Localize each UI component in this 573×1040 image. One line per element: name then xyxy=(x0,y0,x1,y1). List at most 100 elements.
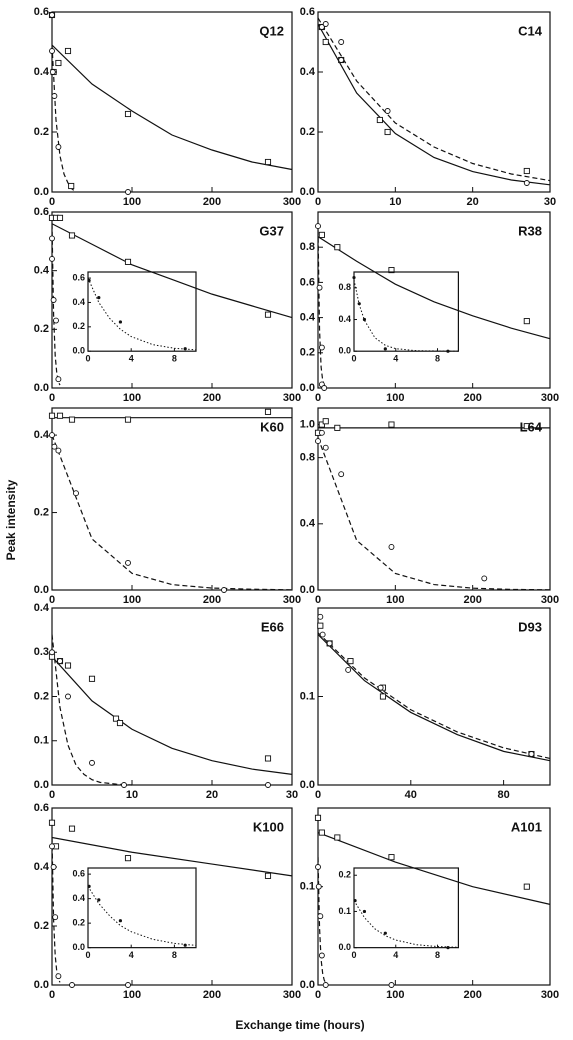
inset-frame xyxy=(87,271,197,352)
solid-fit-line xyxy=(318,634,551,762)
x-tick-label: 100 xyxy=(386,594,404,606)
y-tick-label: 0.2 xyxy=(72,918,85,928)
circle-point xyxy=(55,447,62,454)
y-tick-label: 0.1 xyxy=(34,735,49,747)
plot-area xyxy=(318,17,551,186)
x-tick-label: 0 xyxy=(351,354,356,364)
y-tick-label: 0.2 xyxy=(300,126,315,138)
x-tick-label: 0 xyxy=(315,989,321,1001)
dot-point xyxy=(446,349,450,353)
x-tick-label: 4 xyxy=(129,950,134,960)
square-point xyxy=(388,267,395,274)
x-tick-label: 40 xyxy=(405,789,417,801)
dot-point xyxy=(183,943,187,947)
square-point xyxy=(322,38,329,46)
x-tick-label: 200 xyxy=(203,196,221,208)
plot-area xyxy=(354,900,459,948)
dot-point xyxy=(383,347,387,351)
x-tick-label: 100 xyxy=(386,989,404,1001)
circle-point xyxy=(322,21,329,27)
x-tick-label: 0 xyxy=(49,789,55,801)
dot-point xyxy=(118,919,122,923)
y-tick-label: 0.1 xyxy=(300,881,315,893)
x-tick-label: 10 xyxy=(126,789,138,801)
y-tick-label: 0.2 xyxy=(34,506,49,518)
circle-point xyxy=(49,235,55,242)
square-point xyxy=(384,128,391,136)
circle-point xyxy=(50,297,57,303)
square-point xyxy=(124,110,132,118)
y-tick-label: 0.4 xyxy=(300,66,316,78)
y-tick-label: 0.2 xyxy=(34,920,49,932)
circle-point xyxy=(388,982,395,988)
square-point xyxy=(379,693,387,700)
x-tick-label: 20 xyxy=(467,196,479,208)
plot-frame xyxy=(51,407,293,591)
y-tick-label: 0.4 xyxy=(300,518,316,530)
x-tick-label: 0 xyxy=(85,950,90,960)
circle-point xyxy=(315,223,321,230)
x-tick-label: 8 xyxy=(435,354,440,364)
y-tick-label: 0.8 xyxy=(338,282,351,292)
square-point xyxy=(116,720,124,727)
circle-point xyxy=(318,952,325,959)
square-point xyxy=(48,412,56,419)
x-tick-label: 300 xyxy=(283,392,301,404)
x-tick-label: 10 xyxy=(389,196,401,208)
x-tick-label: 300 xyxy=(283,594,301,606)
x-tick-label: 0 xyxy=(351,950,356,960)
plot-area xyxy=(318,427,551,591)
circle-point xyxy=(377,684,384,691)
circle-point xyxy=(55,144,62,150)
dot-point xyxy=(352,275,356,280)
solid-fit-line xyxy=(52,836,293,877)
square-point xyxy=(88,675,96,682)
x-tick-label: 100 xyxy=(123,989,141,1001)
circle-point xyxy=(49,432,55,439)
circle-point xyxy=(125,559,131,566)
y-tick-label: 0.2 xyxy=(72,321,85,331)
y-tick-label: 0.0 xyxy=(338,346,351,356)
square-point xyxy=(124,416,132,423)
square-point xyxy=(318,231,325,238)
circle-point xyxy=(388,544,395,550)
circle-point xyxy=(55,376,62,383)
plot-area xyxy=(318,229,551,386)
dot-point xyxy=(97,898,101,902)
circle-point xyxy=(65,693,71,700)
y-tick-label: 0.4 xyxy=(34,861,50,873)
x-tick-label: 300 xyxy=(541,989,559,1001)
panel-label: C14 xyxy=(518,23,543,38)
x-tick-label: 8 xyxy=(172,354,177,364)
y-tick-label: 0.0 xyxy=(300,382,315,394)
inset-frame xyxy=(87,867,197,949)
x-tick-label: 0 xyxy=(49,392,55,404)
x-tick-label: 100 xyxy=(386,392,404,404)
dashed-fit-line xyxy=(318,857,327,984)
square-point xyxy=(56,214,64,221)
x-tick-label: 100 xyxy=(123,196,141,208)
x-tick-label: 20 xyxy=(206,789,218,801)
dot-point xyxy=(183,347,187,351)
square-point xyxy=(264,311,272,318)
y-tick-label: 0.0 xyxy=(300,979,315,991)
circle-point xyxy=(316,284,323,291)
x-tick-label: 200 xyxy=(463,989,481,1001)
plot-area xyxy=(52,836,293,983)
x-tick-label: 4 xyxy=(129,354,134,364)
y-tick-label: 0.6 xyxy=(34,6,49,18)
dashed-fit-line xyxy=(318,229,325,386)
dot-point xyxy=(362,909,367,914)
circle-point xyxy=(51,93,58,99)
x-tick-label: 200 xyxy=(203,392,221,404)
square-point xyxy=(317,622,324,629)
x-tick-label: 300 xyxy=(283,989,301,1001)
dashed-fit-line xyxy=(52,837,61,983)
square-point xyxy=(322,418,329,425)
circle-point xyxy=(125,982,131,988)
y-tick-label: 0.0 xyxy=(72,346,85,356)
y-tick-label: 0.4 xyxy=(72,297,85,307)
y-tick-label: 0.6 xyxy=(34,206,49,218)
dashed-fit-line xyxy=(318,632,551,760)
